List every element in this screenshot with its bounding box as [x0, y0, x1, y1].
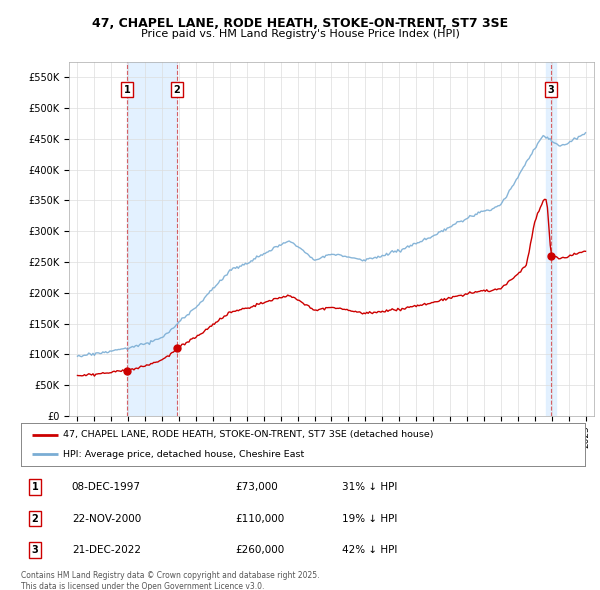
Text: 08-DEC-1997: 08-DEC-1997 — [72, 482, 141, 492]
Text: 47, CHAPEL LANE, RODE HEATH, STOKE-ON-TRENT, ST7 3SE: 47, CHAPEL LANE, RODE HEATH, STOKE-ON-TR… — [92, 17, 508, 30]
Text: 3: 3 — [548, 84, 554, 94]
Text: 42% ↓ HPI: 42% ↓ HPI — [343, 545, 398, 555]
Text: 21-DEC-2022: 21-DEC-2022 — [72, 545, 141, 555]
Bar — [546, 62, 556, 416]
Text: 2: 2 — [173, 84, 181, 94]
Text: £110,000: £110,000 — [235, 514, 284, 523]
Text: 3: 3 — [32, 545, 38, 555]
Text: 31% ↓ HPI: 31% ↓ HPI — [343, 482, 398, 492]
Text: £260,000: £260,000 — [235, 545, 284, 555]
Text: 1: 1 — [124, 84, 130, 94]
Text: Price paid vs. HM Land Registry's House Price Index (HPI): Price paid vs. HM Land Registry's House … — [140, 30, 460, 39]
Text: HPI: Average price, detached house, Cheshire East: HPI: Average price, detached house, Ches… — [64, 450, 305, 459]
Text: 47, CHAPEL LANE, RODE HEATH, STOKE-ON-TRENT, ST7 3SE (detached house): 47, CHAPEL LANE, RODE HEATH, STOKE-ON-TR… — [64, 430, 434, 439]
Text: Contains HM Land Registry data © Crown copyright and database right 2025.
This d: Contains HM Land Registry data © Crown c… — [21, 571, 320, 590]
Text: 2: 2 — [32, 514, 38, 523]
Text: 1: 1 — [32, 482, 38, 492]
Text: 19% ↓ HPI: 19% ↓ HPI — [343, 514, 398, 523]
Text: £73,000: £73,000 — [235, 482, 278, 492]
Bar — [127, 62, 177, 416]
Text: 22-NOV-2000: 22-NOV-2000 — [72, 514, 141, 523]
